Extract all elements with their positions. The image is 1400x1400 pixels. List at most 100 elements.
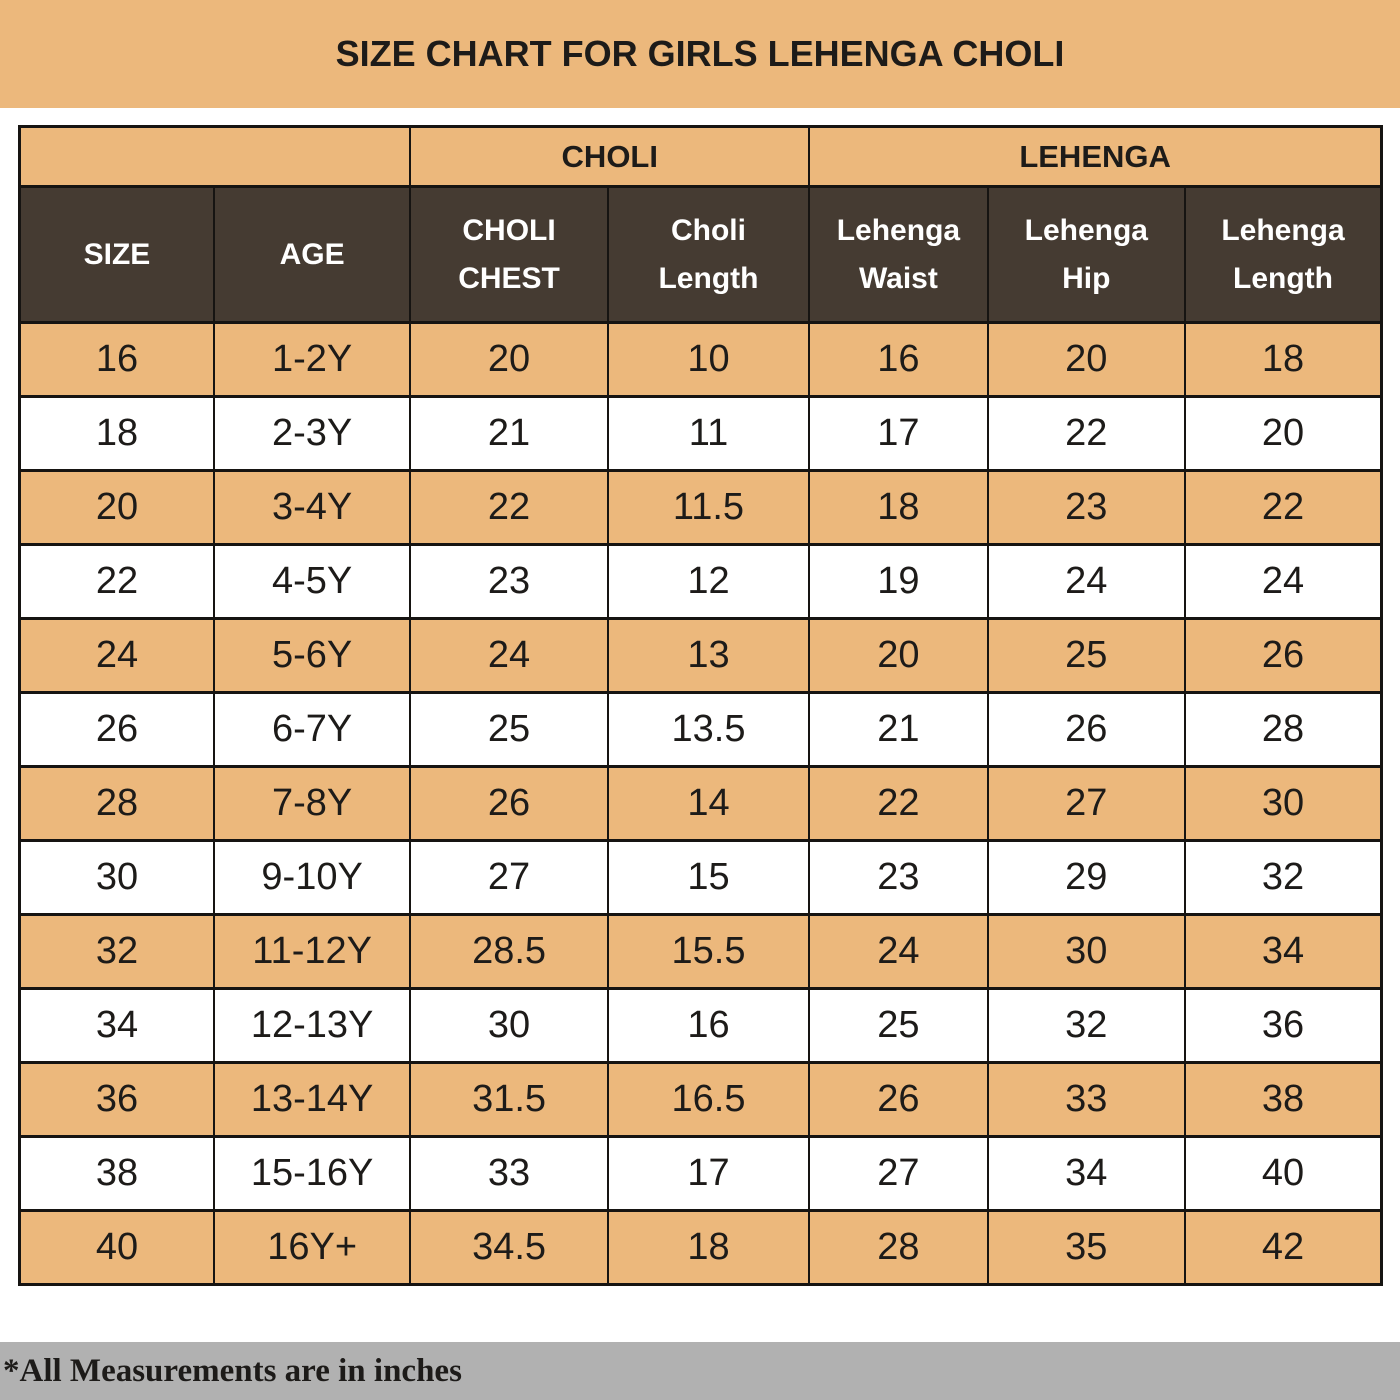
table-cell: 19: [808, 543, 989, 620]
table-row: 24 5-6Y 24 13 20 25 26: [18, 617, 1383, 694]
table-cell: 21: [808, 691, 989, 768]
group-header-blank: [18, 125, 412, 188]
table-cell: 20: [986, 321, 1187, 398]
table-cell: 22: [409, 469, 609, 546]
table-cell: 22: [808, 765, 989, 842]
table-cell: 25: [808, 987, 989, 1064]
table-cell: 20: [409, 321, 609, 398]
column-header-lehenga-hip: Lehenga Hip: [986, 185, 1187, 324]
table-cell: 16: [808, 321, 989, 398]
table-cell: 16: [606, 987, 811, 1064]
column-header-row: SIZE AGE CHOLI CHEST Choli Length Leheng…: [18, 185, 1383, 324]
table-cell: 15.5: [606, 913, 811, 990]
table-cell: 32: [1184, 839, 1383, 916]
table-cell: 27: [986, 765, 1187, 842]
group-header-choli: CHOLI: [409, 125, 811, 188]
table-cell: 40: [1184, 1135, 1383, 1212]
table-cell: 30: [18, 839, 215, 916]
size-table-body: 16 1-2Y 20 10 16 20 18 18 2-3Y 21 11 17 22 20 20 3-4Y 22…: [18, 321, 1383, 1286]
table-cell: 16: [18, 321, 215, 398]
table-cell: 13.5: [606, 691, 811, 768]
column-header-age: AGE: [212, 185, 412, 324]
table-cell: 14: [606, 765, 811, 842]
table-row: 30 9-10Y 27 15 23 29 32: [18, 839, 1383, 916]
table-cell: 40: [18, 1209, 215, 1286]
table-cell: 5-6Y: [212, 617, 412, 694]
table-cell: 22: [986, 395, 1187, 472]
table-cell: 2-3Y: [212, 395, 412, 472]
table-cell: 20: [808, 617, 989, 694]
table-cell: 26: [18, 691, 215, 768]
table-cell: 28.5: [409, 913, 609, 990]
table-cell: 13: [606, 617, 811, 694]
column-header-lehenga-length: Lehenga Length: [1184, 185, 1383, 324]
table-row: 28 7-8Y 26 14 22 27 30: [18, 765, 1383, 842]
table-cell: 24: [1184, 543, 1383, 620]
table-cell: 24: [409, 617, 609, 694]
table-cell: 24: [808, 913, 989, 990]
title-bar: SIZE CHART FOR GIRLS LEHENGA CHOLI: [0, 0, 1400, 108]
table-cell: 32: [18, 913, 215, 990]
measurement-note: *All Measurements are in inches: [3, 1352, 462, 1389]
page-title: SIZE CHART FOR GIRLS LEHENGA CHOLI: [335, 33, 1065, 74]
table-cell: 38: [1184, 1061, 1383, 1138]
table-cell: 33: [409, 1135, 609, 1212]
size-chart-table: CHOLI LEHENGA SIZE AGE CHOLI CHEST Choli…: [18, 125, 1383, 1286]
table-cell: 38: [18, 1135, 215, 1212]
table-cell: 24: [986, 543, 1187, 620]
group-header-row: CHOLI LEHENGA: [18, 125, 1383, 188]
table-cell: 9-10Y: [212, 839, 412, 916]
table-cell: 30: [409, 987, 609, 1064]
table-cell: 12-13Y: [212, 987, 412, 1064]
table-cell: 25: [986, 617, 1187, 694]
footer-bar: *All Measurements are in inches: [0, 1342, 1400, 1400]
table-cell: 31.5: [409, 1061, 609, 1138]
table-cell: 32: [986, 987, 1187, 1064]
table-cell: 26: [808, 1061, 989, 1138]
table-cell: 18: [1184, 321, 1383, 398]
table-cell: 25: [409, 691, 609, 768]
table-cell: 18: [808, 469, 989, 546]
table-cell: 26: [986, 691, 1187, 768]
table-cell: 28: [1184, 691, 1383, 768]
table-cell: 11: [606, 395, 811, 472]
table-cell: 23: [409, 543, 609, 620]
table-cell: 22: [1184, 469, 1383, 546]
group-header-lehenga: LEHENGA: [808, 125, 1383, 188]
table-cell: 18: [606, 1209, 811, 1286]
table-cell: 17: [606, 1135, 811, 1212]
table-cell: 28: [18, 765, 215, 842]
table-cell: 29: [986, 839, 1187, 916]
table-cell: 34: [18, 987, 215, 1064]
table-cell: 34: [1184, 913, 1383, 990]
table-row: 38 15-16Y 33 17 27 34 40: [18, 1135, 1383, 1212]
table-cell: 12: [606, 543, 811, 620]
table-cell: 13-14Y: [212, 1061, 412, 1138]
table-row: 22 4-5Y 23 12 19 24 24: [18, 543, 1383, 620]
column-header-choli-length: Choli Length: [606, 185, 811, 324]
column-header-lehenga-waist: Lehenga Waist: [808, 185, 989, 324]
table-cell: 22: [18, 543, 215, 620]
table-cell: 3-4Y: [212, 469, 412, 546]
table-cell: 16.5: [606, 1061, 811, 1138]
table-row: 20 3-4Y 22 11.5 18 23 22: [18, 469, 1383, 546]
table-cell: 36: [18, 1061, 215, 1138]
table-row: 36 13-14Y 31.5 16.5 26 33 38: [18, 1061, 1383, 1138]
table-row: 26 6-7Y 25 13.5 21 26 28: [18, 691, 1383, 768]
table-cell: 35: [986, 1209, 1187, 1286]
table-cell: 26: [1184, 617, 1383, 694]
table-cell: 10: [606, 321, 811, 398]
table-cell: 6-7Y: [212, 691, 412, 768]
table-row: 32 11-12Y 28.5 15.5 24 30 34: [18, 913, 1383, 990]
table-cell: 26: [409, 765, 609, 842]
table-cell: 42: [1184, 1209, 1383, 1286]
table-cell: 24: [18, 617, 215, 694]
table-cell: 20: [1184, 395, 1383, 472]
table-cell: 1-2Y: [212, 321, 412, 398]
table-cell: 18: [18, 395, 215, 472]
table-cell: 33: [986, 1061, 1187, 1138]
table-cell: 27: [409, 839, 609, 916]
table-cell: 23: [808, 839, 989, 916]
table-cell: 16Y+: [212, 1209, 412, 1286]
table-cell: 27: [808, 1135, 989, 1212]
